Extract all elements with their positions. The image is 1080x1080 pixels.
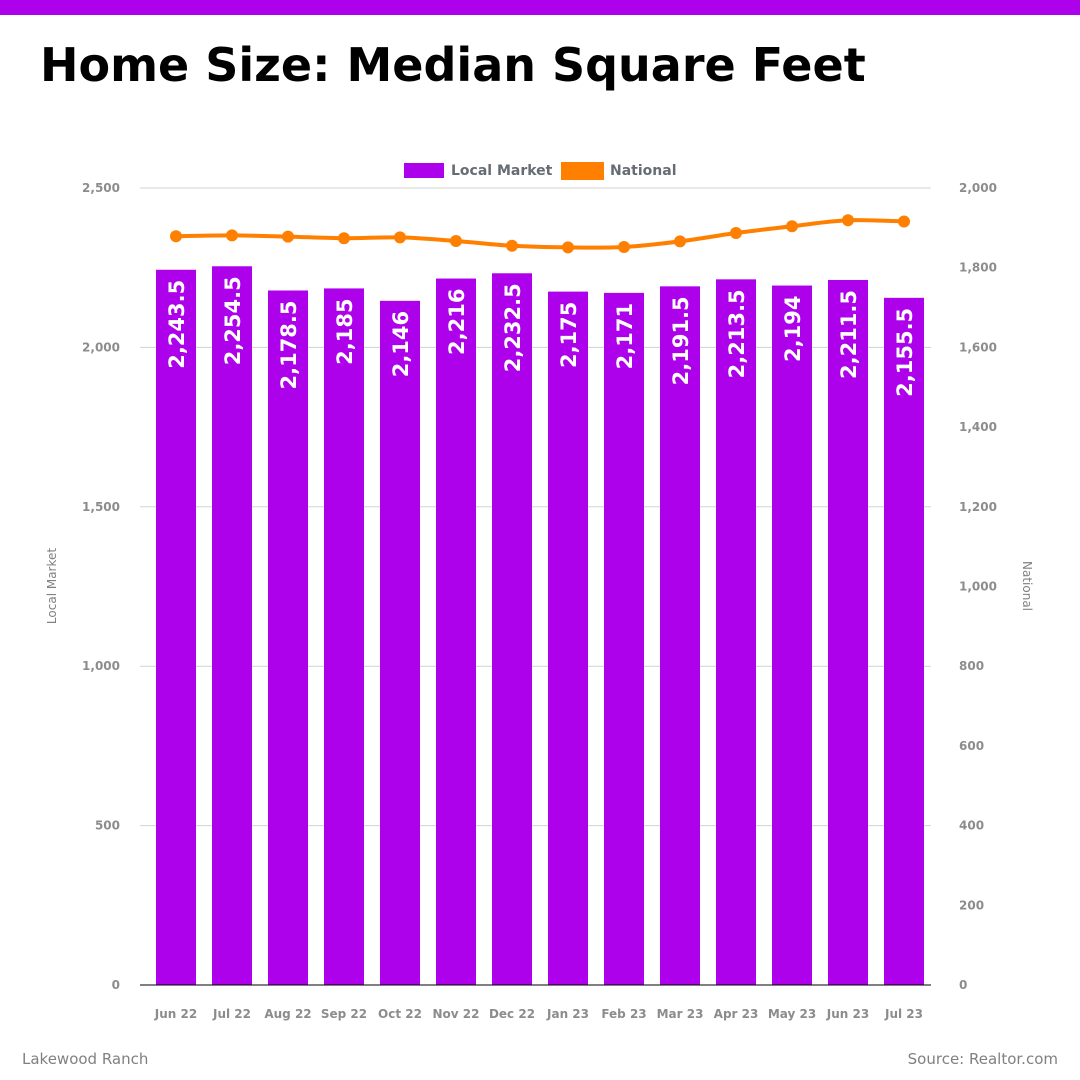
- line-point: [786, 220, 798, 233]
- line-point: [842, 214, 854, 227]
- bar: [548, 291, 588, 985]
- line-point: [338, 232, 350, 245]
- x-tick-label: Oct 22: [378, 1007, 422, 1021]
- bar: [156, 269, 196, 985]
- footer-location: Lakewood Ranch: [22, 1050, 149, 1068]
- line-point: [898, 215, 910, 228]
- y-left-tick-label: 500: [95, 819, 120, 833]
- bar-data-label: 2,211.5: [837, 290, 861, 379]
- x-tick-label: Sep 22: [321, 1007, 367, 1021]
- y-right-tick-label: 800: [959, 659, 984, 673]
- gridlines: [140, 187, 931, 827]
- page-title: Home Size: Median Square Feet: [40, 38, 866, 92]
- legend-swatch-national: [561, 162, 604, 180]
- line-point: [562, 241, 574, 254]
- x-tick-label: Apr 23: [714, 1007, 759, 1021]
- y-right-tick-label: 600: [959, 739, 984, 753]
- y-left-tick-label: 0: [112, 978, 120, 992]
- y-left-tick-label: 1,000: [82, 659, 120, 673]
- x-tick-label: Jun 23: [826, 1007, 869, 1021]
- bar-data-label: 2,146: [389, 311, 413, 377]
- bar-data-label: 2,213.5: [725, 289, 749, 378]
- bar: [716, 279, 756, 986]
- bar-data-label: 2,155.5: [893, 308, 917, 397]
- y-left-tick-label: 1,500: [82, 500, 120, 514]
- bar-data-label: 2,178.5: [277, 300, 301, 389]
- y-right-tick-label: 2,000: [959, 181, 997, 195]
- bar: [212, 266, 252, 986]
- bar-data-label: 2,232.5: [501, 283, 525, 372]
- line-point: [730, 227, 742, 240]
- x-tick-label: Jul 23: [884, 1007, 923, 1021]
- line-point: [282, 230, 294, 243]
- line-point: [506, 239, 518, 252]
- bar: [324, 288, 364, 985]
- bar-data-label: 2,175: [557, 302, 581, 368]
- x-tick-label: Dec 22: [489, 1007, 535, 1021]
- bar: [828, 279, 868, 986]
- bar-data-label: 2,191.5: [669, 296, 693, 385]
- bar-data-label: 2,185: [333, 298, 357, 364]
- y-right-axis-title: National: [1020, 561, 1034, 611]
- axes: 0 500 1,000 1,500 2,000 2,500 0 200 400 600 800 1,0…: [45, 181, 1034, 1021]
- bar: [772, 285, 812, 985]
- footer-source: Source: Realtor.com: [907, 1050, 1058, 1068]
- bar-series-local-market: 2,243.5 2,254.5 2,178.5 2,185 2,146 2,216 2,23…: [156, 266, 924, 986]
- x-tick-label: Nov 22: [433, 1007, 480, 1021]
- y-right-tick-label: 1,400: [959, 420, 997, 434]
- x-tick-label: Jan 23: [546, 1007, 589, 1021]
- line-point: [226, 229, 238, 242]
- legend-swatch-local-market: [404, 163, 444, 178]
- y-right-tick-label: 1,200: [959, 500, 997, 514]
- line-series-national: [170, 214, 910, 254]
- bar-data-label: 2,194: [781, 296, 805, 362]
- top-accent-bar: [0, 0, 1080, 15]
- x-tick-label: Mar 23: [657, 1007, 704, 1021]
- line-point: [618, 240, 630, 253]
- y-left-tick-label: 2,500: [82, 181, 120, 195]
- bar: [436, 278, 476, 986]
- y-right-tick-label: 0: [959, 978, 967, 992]
- y-right-tick-label: 1,800: [959, 261, 997, 275]
- legend-label-local-market: Local Market: [451, 163, 553, 179]
- line-point: [674, 235, 686, 248]
- y-right-tick-label: 200: [959, 898, 984, 912]
- line-point: [450, 235, 462, 248]
- bar-data-label: 2,243.5: [165, 280, 189, 369]
- bar: [492, 273, 532, 985]
- bar: [268, 290, 308, 985]
- line-point: [170, 230, 182, 243]
- y-right-tick-label: 1,600: [959, 340, 997, 354]
- line-point: [394, 231, 406, 244]
- y-left-axis-title: Local Market: [45, 548, 59, 624]
- bar: [380, 300, 420, 985]
- y-left-tick-label: 2,000: [82, 340, 120, 354]
- bar-data-label: 2,171: [613, 303, 637, 369]
- y-right-tick-label: 1,000: [959, 580, 997, 594]
- x-tick-label: Jul 22: [212, 1007, 251, 1021]
- x-tick-label: Aug 22: [264, 1007, 311, 1021]
- bar-data-label: 2,216: [445, 289, 469, 355]
- x-tick-label: Feb 23: [601, 1007, 646, 1021]
- x-tick-label: Jun 22: [154, 1007, 197, 1021]
- legend-label-national: National: [610, 163, 677, 179]
- legend: Local Market National: [404, 162, 677, 180]
- bar: [884, 297, 924, 985]
- y-right-tick-label: 400: [959, 819, 984, 833]
- bar-data-label: 2,254.5: [221, 276, 245, 365]
- bar: [604, 292, 644, 985]
- x-tick-label: May 23: [768, 1007, 816, 1021]
- bar: [660, 286, 700, 985]
